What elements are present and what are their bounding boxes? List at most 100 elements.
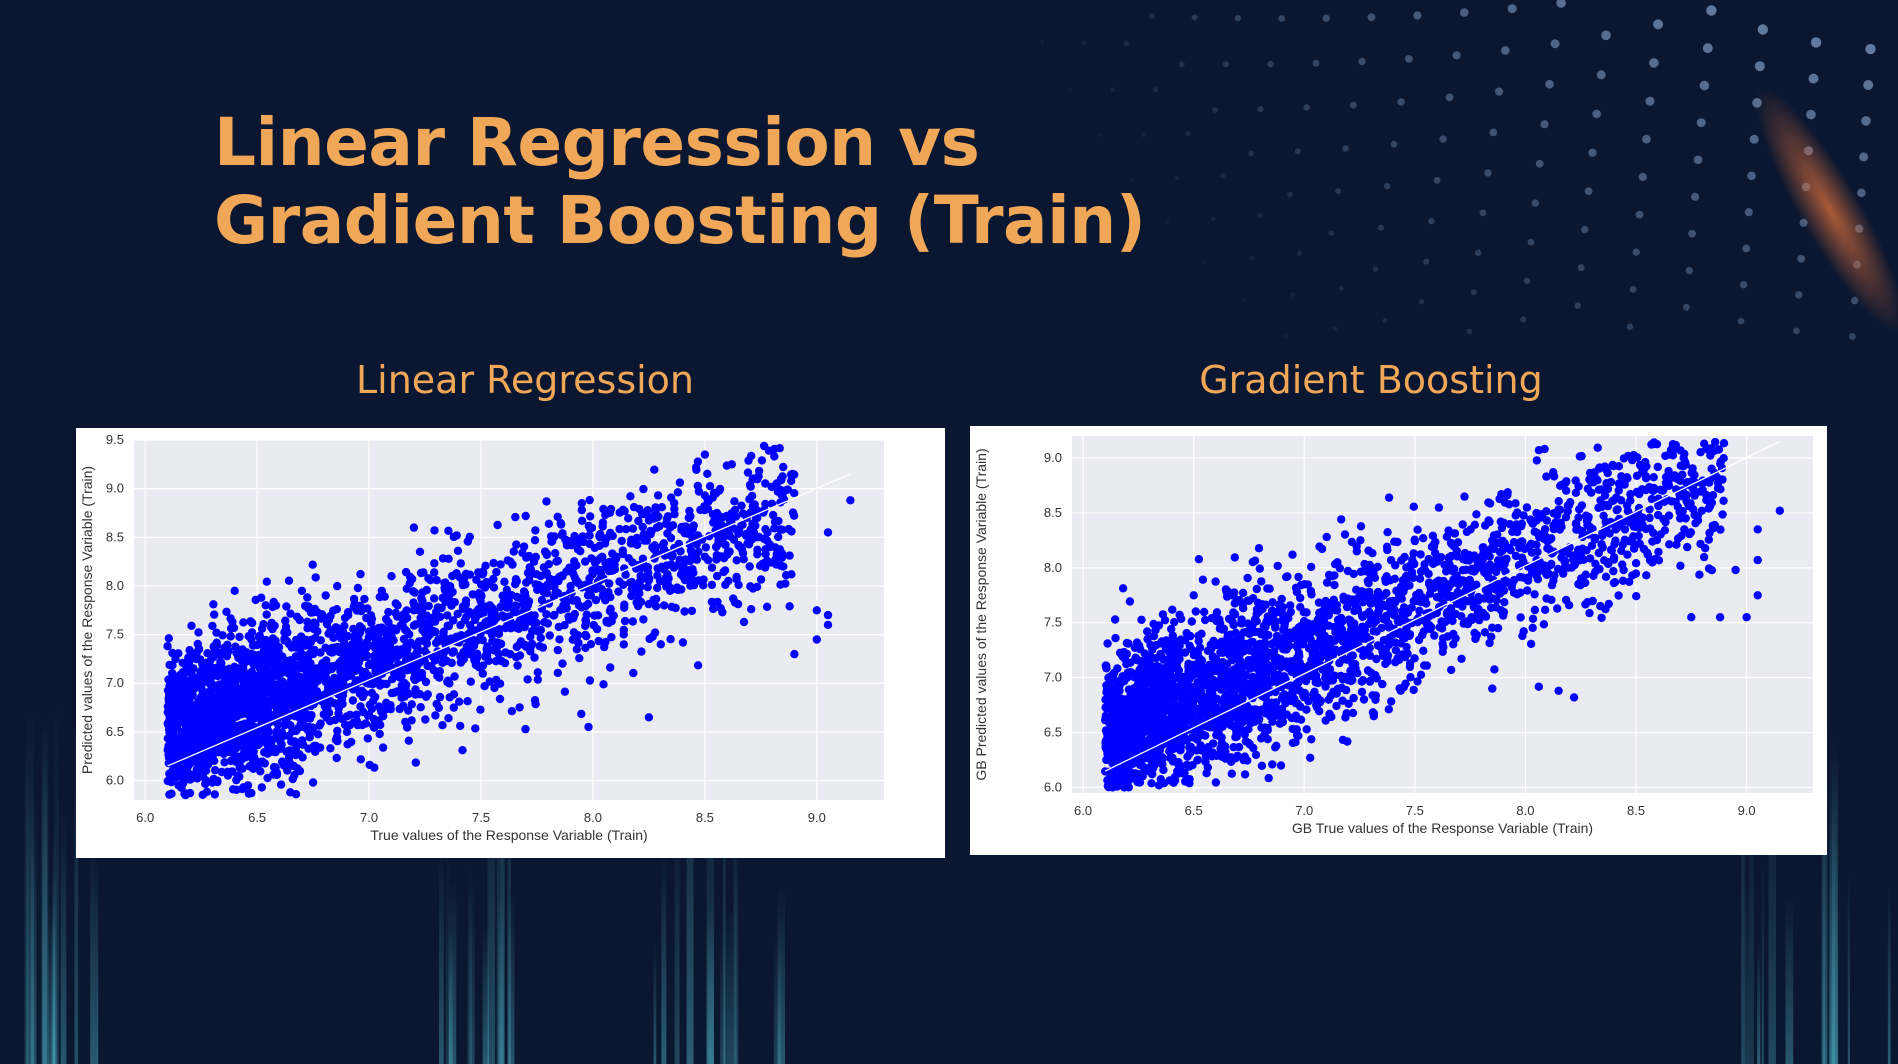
background-dot <box>1413 11 1422 20</box>
data-point <box>511 512 520 522</box>
data-point <box>328 684 337 693</box>
data-point <box>1519 573 1528 582</box>
data-point <box>1373 562 1382 571</box>
data-point <box>334 709 343 718</box>
background-dot <box>1081 40 1087 46</box>
data-point <box>194 628 203 637</box>
data-point <box>606 663 615 672</box>
background-dot <box>1685 266 1694 275</box>
data-point <box>1631 559 1641 568</box>
linear-regression-chart-card: 6.0 6.5 7.0 7.5 8.0 8.5 9.0 6.0 6.5 7.0 7.5 8.0 8.5 9… <box>76 428 945 858</box>
background-stripe <box>674 811 680 1064</box>
data-point <box>555 635 564 644</box>
data-point <box>1708 491 1718 500</box>
data-point <box>785 602 794 611</box>
data-point <box>268 624 277 634</box>
background-dot <box>1754 61 1765 72</box>
data-point <box>249 747 258 756</box>
data-point <box>256 689 265 698</box>
data-point <box>703 469 712 478</box>
data-point <box>307 635 316 644</box>
background-stripe <box>726 907 734 1064</box>
background-dot <box>1290 292 1295 297</box>
data-point <box>646 530 655 539</box>
data-point <box>1699 552 1709 562</box>
y-tick-label: 8.0 <box>106 578 124 593</box>
data-point <box>333 581 342 591</box>
data-point <box>659 545 669 554</box>
data-point <box>1553 604 1562 613</box>
background-stripe <box>686 740 694 1064</box>
data-point <box>572 645 581 654</box>
data-point <box>599 504 608 514</box>
data-point <box>643 582 652 592</box>
data-point <box>212 702 222 711</box>
orange-light-streak <box>1755 87 1898 333</box>
data-point <box>423 623 432 632</box>
data-point <box>356 755 365 764</box>
data-point <box>501 648 510 657</box>
data-point <box>208 753 217 762</box>
data-point <box>812 635 821 644</box>
data-point <box>512 577 521 586</box>
data-point <box>411 758 420 767</box>
data-point <box>229 728 238 737</box>
data-point <box>710 516 719 525</box>
data-point <box>220 643 230 652</box>
data-point <box>1495 494 1504 504</box>
data-point <box>259 682 268 691</box>
data-point <box>453 609 462 619</box>
data-point <box>574 538 583 547</box>
x-tick-label: 7.0 <box>360 810 378 825</box>
background-dot <box>1479 209 1487 217</box>
data-point <box>458 746 467 755</box>
data-point <box>635 589 644 598</box>
data-point <box>352 606 361 615</box>
data-point <box>367 704 377 713</box>
data-point <box>1616 496 1626 505</box>
data-point <box>280 636 289 645</box>
data-point <box>703 504 713 514</box>
data-point <box>682 528 692 537</box>
data-point <box>351 676 361 685</box>
data-point <box>649 595 658 605</box>
data-point <box>1227 769 1236 778</box>
data-point <box>1434 503 1444 512</box>
y-tick-label: 7.5 <box>1044 615 1062 630</box>
background-dot <box>1179 61 1185 67</box>
x-tick-label: 6.5 <box>248 810 266 825</box>
data-point <box>585 495 594 505</box>
data-point <box>774 532 783 542</box>
data-point <box>554 622 563 632</box>
background-dot <box>1581 225 1589 234</box>
data-point <box>389 636 398 645</box>
background-stripe <box>30 794 37 1064</box>
data-point <box>719 567 728 577</box>
data-point <box>402 627 411 636</box>
data-point <box>221 689 231 698</box>
data-point <box>524 552 533 561</box>
linear-regression-scatter-chart: 6.0 6.5 7.0 7.5 8.0 8.5 9.06.06.57.07.58.08.59… <box>79 432 884 843</box>
data-point <box>249 660 258 669</box>
background-dot <box>1130 177 1135 182</box>
background-dot <box>1211 216 1216 222</box>
data-point <box>707 580 717 590</box>
data-point <box>496 560 505 569</box>
data-point <box>1257 577 1266 586</box>
data-point <box>386 701 395 710</box>
data-point <box>637 647 646 656</box>
background-dot <box>1683 303 1690 311</box>
data-point <box>1191 607 1200 616</box>
data-point <box>216 709 226 718</box>
background-dot <box>1742 244 1751 253</box>
background-dot <box>1390 140 1398 148</box>
data-point <box>1500 598 1509 607</box>
data-point <box>284 694 293 703</box>
data-point <box>1609 496 1618 505</box>
data-point <box>360 594 369 604</box>
data-point <box>1448 616 1457 626</box>
background-dot <box>1577 264 1585 272</box>
data-point <box>667 493 676 502</box>
data-point <box>653 491 663 500</box>
data-point <box>489 574 498 584</box>
